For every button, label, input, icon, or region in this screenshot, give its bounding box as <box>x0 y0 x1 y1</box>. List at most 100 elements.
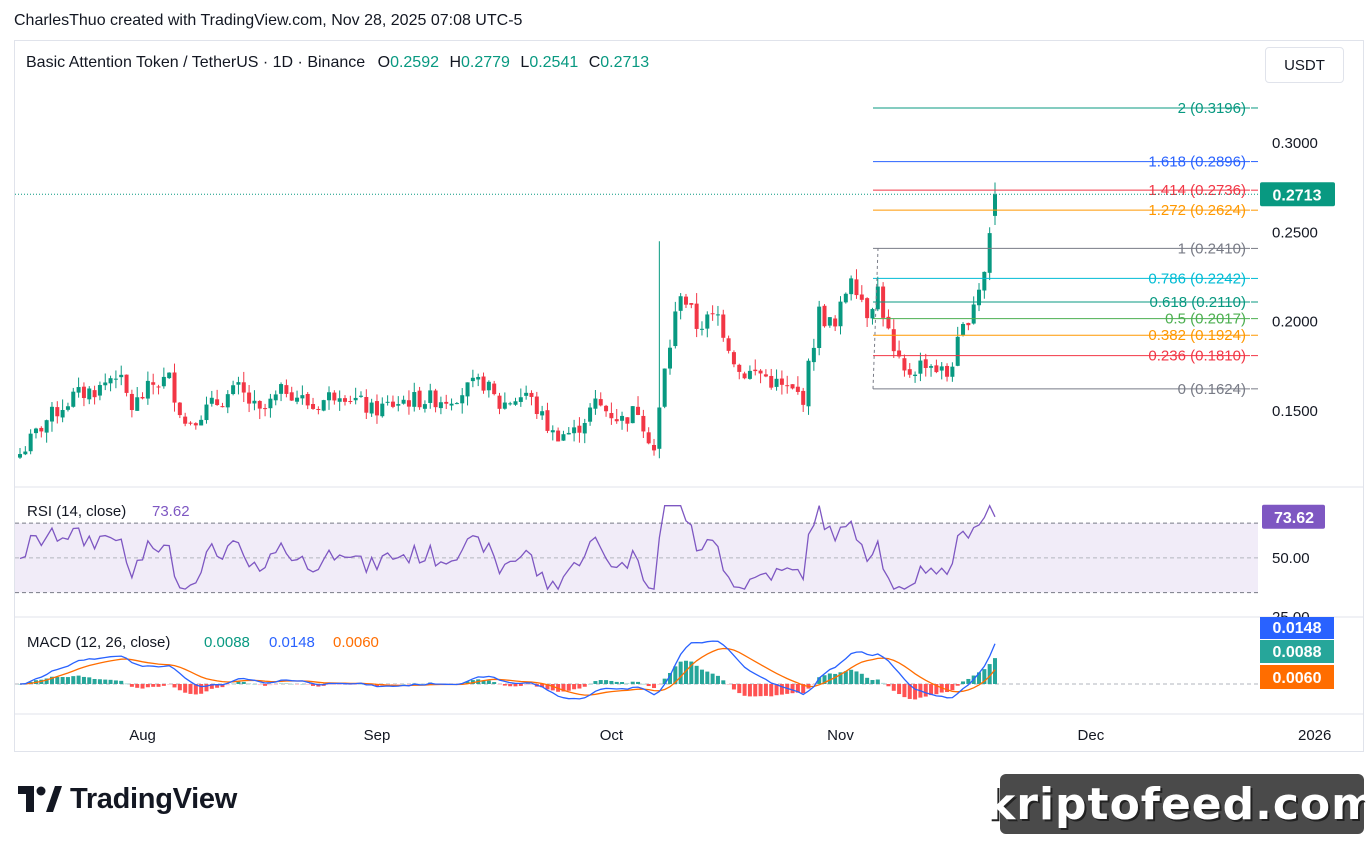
candle-body <box>87 388 92 400</box>
open-label: O <box>377 54 391 71</box>
macd-title: MACD (12, 26, close) <box>27 634 170 651</box>
fib-level-label: 0.382 (0.1924) <box>1148 327 1246 344</box>
tradingview-logo[interactable]: TradingView <box>18 783 237 815</box>
macd-histogram-bar <box>620 682 625 684</box>
candle-body <box>827 317 832 326</box>
rsi-badge-value: 73.62 <box>1274 510 1314 527</box>
macd-histogram-bar <box>636 681 641 684</box>
candle-body <box>358 395 363 397</box>
macd-histogram-bar <box>811 684 816 685</box>
candle-body <box>577 425 582 433</box>
macd-histogram-bar <box>156 684 161 687</box>
candle-body <box>817 306 822 349</box>
open-value: 0.2592 <box>390 54 439 71</box>
signal-badge <box>1260 665 1334 689</box>
macd-histogram-bar <box>817 677 822 684</box>
macd-histogram-bar <box>699 669 704 684</box>
candle-body <box>396 404 401 406</box>
fib-level-label: 0.618 (0.2110) <box>1150 294 1246 311</box>
macd-histogram-bar <box>49 676 54 684</box>
candle-body <box>673 311 678 347</box>
candle-body <box>811 347 816 363</box>
candle-body <box>113 378 118 380</box>
macd-line <box>19 640 996 700</box>
candle-body <box>380 403 385 417</box>
candle-body <box>279 384 284 394</box>
fib-level-label: 1.414 (0.2736) <box>1148 182 1246 199</box>
time-axis-label: 2026 <box>1298 727 1331 744</box>
price-tick-label: 0.1500 <box>1272 403 1318 420</box>
macd-histogram-bar <box>177 684 182 691</box>
macd-histogram-bar <box>406 684 411 685</box>
macd-histogram-bar <box>97 679 102 684</box>
candle-body <box>859 294 864 300</box>
candle-body <box>790 384 795 389</box>
candle-body <box>470 377 475 382</box>
macd-histogram-bar <box>977 672 982 684</box>
last-price-badge <box>1260 182 1335 207</box>
macd-histogram-bar <box>497 684 502 685</box>
macd-histogram-bar <box>593 681 598 684</box>
candle-body <box>156 386 161 388</box>
candle-body <box>556 430 561 442</box>
candle-body <box>433 390 438 408</box>
macd-histogram-bar <box>204 684 209 692</box>
candle-body <box>81 386 86 399</box>
macd-histogram-bar <box>966 678 971 684</box>
candle-body <box>460 395 465 404</box>
candle-body <box>364 397 369 413</box>
candle-body <box>753 369 758 372</box>
symbol-name: Basic Attention Token / TetherUS · 1D · … <box>26 54 366 71</box>
symbol-info: Basic Attention Token / TetherUS · 1D · … <box>26 54 649 72</box>
candle-body <box>103 382 108 386</box>
candle-body <box>694 303 699 329</box>
candle-body <box>311 404 316 409</box>
candle-body <box>993 194 997 216</box>
rsi-tick-label: 50.00 <box>1272 550 1310 567</box>
candle-body <box>715 314 720 316</box>
macd-histogram-bar <box>833 673 838 684</box>
candle-body <box>705 314 710 329</box>
macd-histogram-bar <box>220 684 225 688</box>
time-axis-label: Sep <box>364 727 391 744</box>
macd-histogram-bar <box>257 684 262 686</box>
macd-histogram-bar <box>731 684 736 690</box>
candle-body <box>795 386 800 392</box>
candle-body <box>513 401 518 405</box>
macd-histogram-bar <box>215 684 220 688</box>
macd-histogram-bar <box>279 682 284 684</box>
candle-body <box>668 347 672 369</box>
candle-body <box>49 406 54 422</box>
close-value: 0.2713 <box>600 54 650 71</box>
macd-histogram-bar <box>683 660 688 684</box>
candle-body <box>843 293 848 303</box>
macd-histogram-bar <box>76 675 81 684</box>
candle-body <box>907 369 912 375</box>
macd-histogram-bar <box>172 684 177 688</box>
macd-histogram-bar <box>641 683 646 685</box>
candle-body <box>241 382 246 393</box>
candle-body <box>236 382 241 385</box>
candle-body <box>801 390 806 405</box>
candle-body <box>55 407 60 417</box>
macd-histogram-bar <box>689 661 694 684</box>
macd-histogram-bar <box>44 678 49 684</box>
candle-body <box>977 289 982 306</box>
candle-body <box>891 329 896 352</box>
macd-histogram-bar <box>60 677 65 684</box>
candle-body <box>343 398 347 402</box>
candle-body <box>465 382 470 397</box>
macd-histogram-bar <box>540 684 545 688</box>
candle-body <box>545 410 550 431</box>
macd-histogram-bar <box>508 684 513 687</box>
macd-histogram-bar <box>92 678 97 684</box>
macd-histogram-bar <box>492 682 497 684</box>
candle-body <box>199 419 204 426</box>
candle-body <box>742 373 747 379</box>
currency-button[interactable]: USDT <box>1265 47 1344 83</box>
candle-body <box>875 286 880 310</box>
macd-histogram-bar <box>913 684 918 700</box>
macd-histogram-bar <box>572 684 577 690</box>
candle-body <box>945 365 950 377</box>
